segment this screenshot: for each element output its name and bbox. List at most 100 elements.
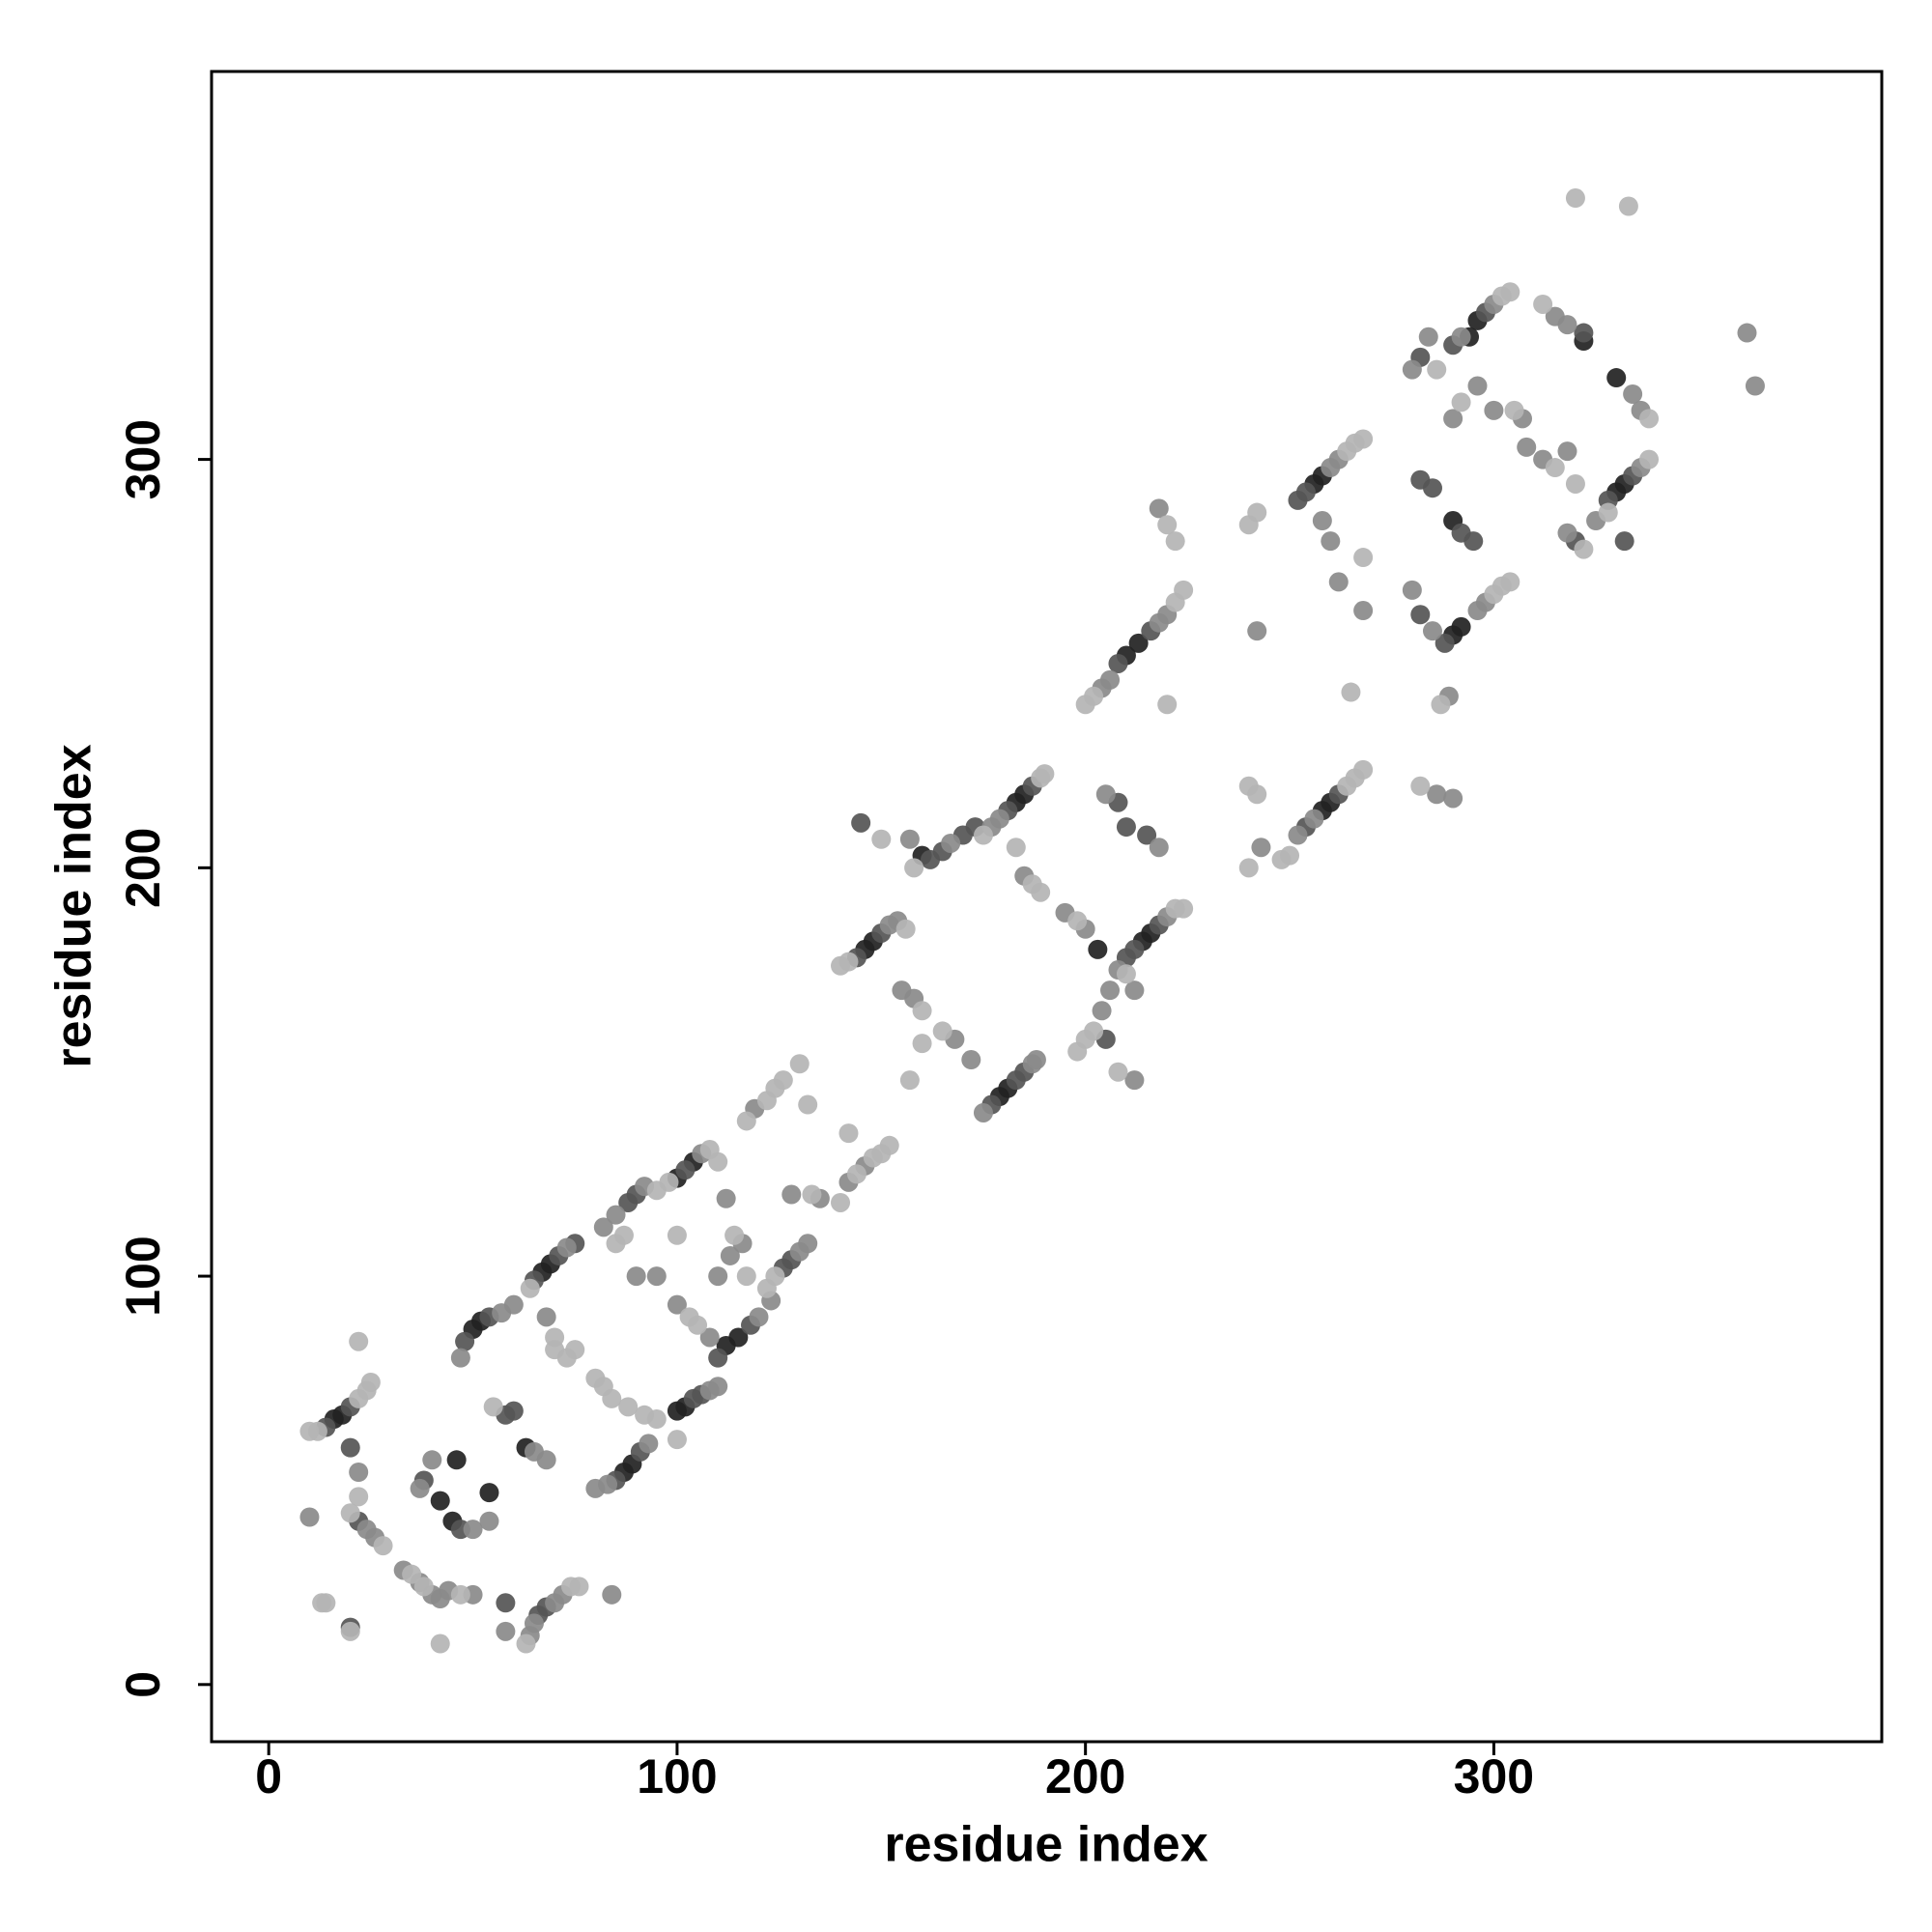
point: [781, 1184, 802, 1205]
point: [879, 1135, 899, 1155]
point: [556, 1348, 577, 1368]
point: [851, 812, 871, 833]
point: [1128, 633, 1149, 653]
point: [1451, 392, 1471, 412]
point: [299, 1507, 320, 1527]
point: [1031, 882, 1051, 902]
point: [1353, 429, 1374, 449]
point: [1100, 980, 1121, 1001]
point: [1484, 400, 1504, 420]
point: [1149, 838, 1169, 858]
point: [688, 1315, 708, 1335]
point: [1402, 580, 1422, 600]
point: [1006, 838, 1026, 858]
point: [1116, 964, 1136, 984]
point: [602, 1388, 622, 1408]
point: [606, 1205, 626, 1225]
point: [1402, 359, 1422, 380]
point: [1238, 858, 1259, 878]
point: [602, 1584, 622, 1605]
point: [430, 1491, 450, 1511]
point: [410, 1478, 430, 1498]
point: [646, 1266, 667, 1287]
point: [340, 1437, 360, 1458]
point: [1443, 409, 1463, 429]
point: [1737, 323, 1757, 343]
point: [1247, 502, 1267, 523]
point: [1557, 523, 1577, 543]
point: [1639, 449, 1660, 469]
y-axis-title: residue index: [46, 744, 102, 1067]
point: [1100, 669, 1121, 690]
point: [1149, 498, 1169, 519]
point: [667, 1430, 687, 1450]
point: [838, 952, 859, 972]
point: [430, 1634, 450, 1654]
point: [1418, 327, 1438, 347]
point: [1565, 188, 1585, 209]
point: [360, 1372, 381, 1392]
point: [1353, 601, 1374, 621]
point: [1116, 817, 1136, 838]
point: [516, 1634, 536, 1654]
y-tick-label: 300: [116, 419, 170, 499]
point: [340, 1503, 360, 1523]
point: [1321, 531, 1341, 552]
point: [667, 1294, 687, 1315]
point: [1353, 548, 1374, 568]
point: [618, 1397, 639, 1417]
point: [765, 1266, 785, 1287]
x-tick-label: 300: [1454, 1749, 1534, 1804]
point: [1174, 580, 1194, 600]
point: [899, 829, 920, 849]
point: [1124, 939, 1145, 959]
point: [349, 1462, 369, 1482]
x-tick-label: 0: [255, 1749, 282, 1804]
point: [728, 1327, 749, 1348]
point: [895, 919, 916, 939]
point: [708, 1266, 728, 1287]
point: [422, 1450, 442, 1470]
point: [1092, 1001, 1112, 1021]
point: [1745, 376, 1765, 396]
point: [708, 1377, 728, 1397]
point: [1557, 315, 1577, 335]
point: [1084, 1021, 1104, 1041]
point: [373, 1536, 393, 1556]
point: [789, 1054, 810, 1074]
point: [724, 1225, 745, 1245]
point: [989, 809, 1009, 829]
point: [1565, 473, 1585, 494]
point: [1247, 784, 1267, 805]
point: [1353, 759, 1374, 780]
point: [593, 1217, 613, 1237]
point: [1451, 616, 1471, 637]
point: [430, 1589, 450, 1609]
point: [1157, 695, 1178, 715]
point: [413, 1577, 434, 1597]
point: [708, 1151, 728, 1172]
point: [1427, 359, 1447, 380]
point: [1165, 531, 1185, 552]
point: [483, 1397, 503, 1417]
point: [659, 1172, 679, 1192]
point: [708, 1348, 728, 1368]
point: [613, 1225, 634, 1245]
point: [569, 1577, 589, 1597]
point: [736, 1111, 756, 1131]
point: [1026, 1050, 1046, 1070]
point: [639, 1434, 659, 1454]
point: [598, 1474, 618, 1494]
point: [1328, 572, 1349, 592]
point: [736, 1266, 756, 1287]
point: [1504, 400, 1524, 420]
point: [912, 1001, 932, 1021]
point: [1288, 825, 1308, 845]
point: [846, 1164, 867, 1184]
point: [973, 1102, 993, 1122]
point: [479, 1483, 499, 1503]
y-tick-label: 100: [116, 1236, 170, 1316]
point: [1574, 323, 1594, 343]
point: [941, 833, 961, 853]
point: [1410, 776, 1431, 796]
